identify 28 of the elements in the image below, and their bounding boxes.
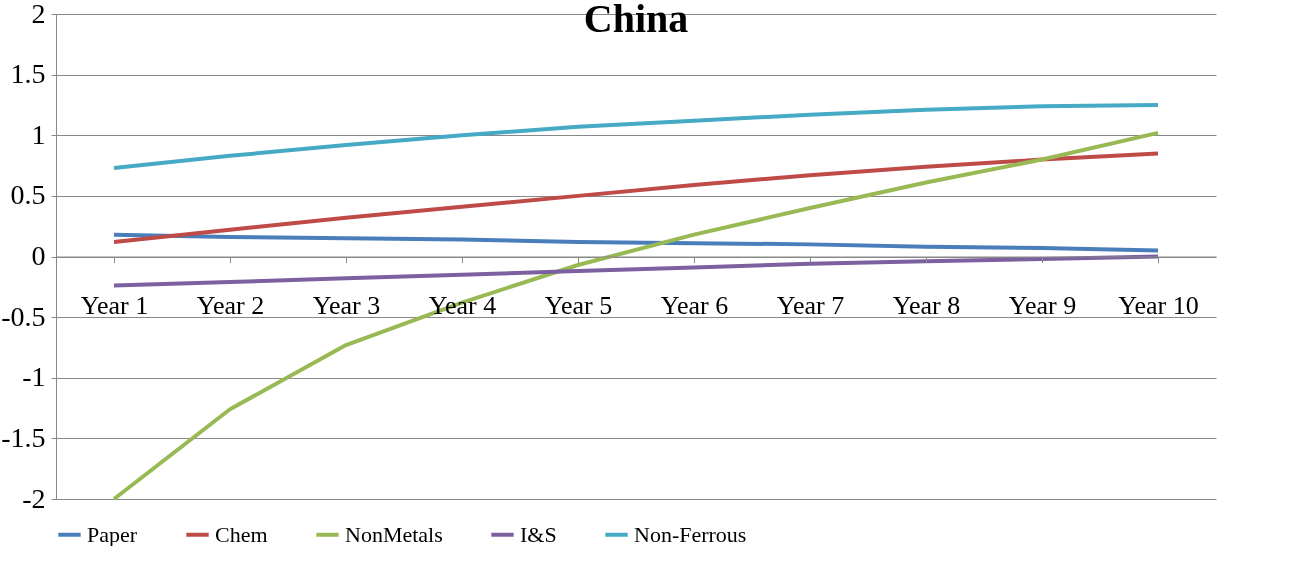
- legend-label: NonMetals: [345, 521, 443, 547]
- y-tick-label: 1.5: [10, 58, 46, 90]
- y-tick-label: 1: [31, 118, 46, 150]
- y-tick-label: 0: [31, 240, 46, 271]
- y-tick-label: -0.5: [1, 300, 46, 332]
- y-tick-label: -1: [22, 361, 46, 393]
- chart-title: China: [583, 0, 689, 41]
- line-series: [112, 151, 1160, 244]
- x-tick-label: Year 6: [660, 291, 729, 320]
- x-tick-label: Year 7: [776, 291, 845, 320]
- y-tick-label: 2: [31, 0, 46, 29]
- y-tick-label: -1.5: [1, 421, 46, 453]
- x-tick-label: Year 5: [544, 291, 613, 320]
- line-series: [112, 102, 1160, 170]
- legend-label: I&S: [520, 521, 557, 547]
- x-tick-label: Year 9: [1008, 291, 1077, 320]
- legend-label: Non-Ferrous: [634, 521, 747, 547]
- x-tick-label: Year 3: [312, 291, 381, 320]
- x-tick-label: Year 8: [892, 291, 961, 320]
- y-tick-label: 0.5: [10, 179, 46, 211]
- y-tick-label: -2: [22, 482, 46, 514]
- x-tick-label: Year 10: [1118, 291, 1199, 320]
- legend-label: Chem: [215, 521, 268, 547]
- x-tick-label: Year 2: [196, 291, 265, 320]
- legend-label: Paper: [87, 521, 138, 547]
- x-tick-label: Year 1: [80, 291, 149, 320]
- line-series: [112, 232, 1160, 253]
- line-series: [112, 254, 1160, 288]
